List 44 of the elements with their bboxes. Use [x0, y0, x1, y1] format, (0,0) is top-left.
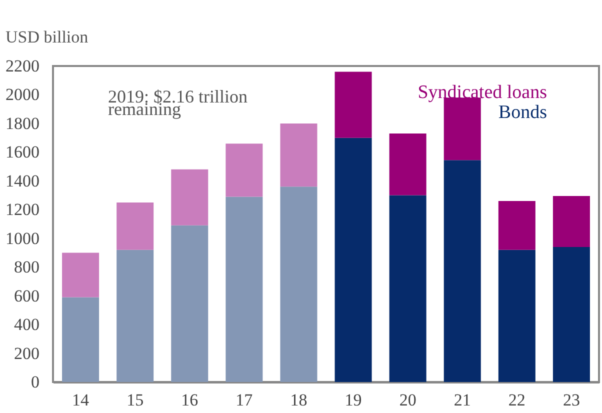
x-tick-label: 15: [126, 390, 144, 410]
bar: [62, 252, 100, 298]
bar: [280, 186, 318, 382]
bar: [226, 196, 263, 382]
y-tick-label: 200: [14, 344, 40, 363]
y-tick-label: 1200: [6, 200, 40, 220]
bar: [116, 202, 154, 250]
text: Bonds: [498, 102, 547, 123]
bar: [498, 201, 536, 250]
series-label: Syndicated loans: [418, 82, 547, 103]
y-tick-label: 1400: [6, 171, 40, 190]
bar: [334, 72, 372, 138]
x-tick-label: 20: [399, 390, 416, 410]
bar: [171, 225, 208, 382]
x-tick-label: 21: [454, 390, 471, 410]
bar: [280, 123, 318, 187]
y-tick-label: 1800: [6, 114, 40, 133]
bar: [552, 246, 590, 382]
bar: [389, 195, 426, 382]
bar: [444, 160, 481, 382]
bar: [389, 134, 426, 196]
bar: [116, 250, 154, 382]
y-tick-label: 1000: [6, 228, 40, 248]
bar: [552, 196, 590, 247]
x-tick-label: 17: [236, 390, 254, 410]
x-tick-label: 14: [72, 390, 90, 410]
y-tick-label: 2000: [6, 85, 40, 104]
y-tick-label: 1600: [6, 142, 40, 162]
x-tick-label: 18: [290, 390, 308, 410]
y-axis-title: USD billion: [6, 28, 89, 46]
y-tick-label: 2200: [6, 56, 40, 76]
bar: [62, 297, 100, 382]
x-tick-label: 19: [344, 390, 362, 410]
y-tick-label: 600: [14, 286, 40, 306]
x-tick-label: 16: [181, 390, 198, 410]
x-tick-label: 22: [508, 390, 526, 410]
y-tick-label: 0: [31, 372, 40, 392]
x-tick-label: 23: [562, 390, 580, 410]
bar: [498, 250, 536, 382]
bar: [171, 169, 208, 226]
y-tick-label: 800: [14, 258, 40, 277]
y-tick-label: 400: [14, 315, 40, 334]
bar: [226, 144, 263, 197]
bar: [334, 138, 372, 382]
